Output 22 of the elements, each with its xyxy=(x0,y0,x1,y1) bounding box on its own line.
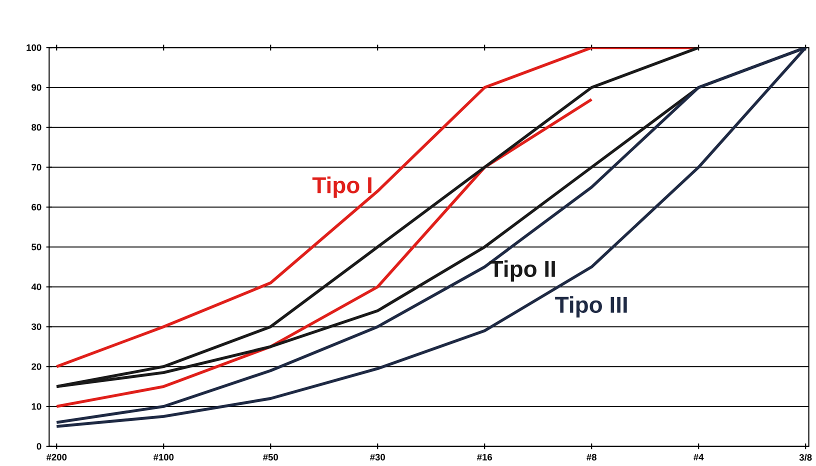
x-tick-label: #8 xyxy=(586,454,596,460)
x-tick-label: #4 xyxy=(694,454,704,460)
y-tick-label: 90 xyxy=(32,84,42,91)
y-tick-label: 70 xyxy=(32,164,42,171)
annotation: Tipo III xyxy=(555,296,627,318)
y-tick-label: 50 xyxy=(32,244,42,250)
x-tick-label: #200 xyxy=(46,454,67,460)
x-tick-label: #100 xyxy=(153,454,174,460)
x-tick-label: 3/8 xyxy=(799,454,812,461)
y-tick-label: 60 xyxy=(32,204,42,210)
annotation: Tipo II xyxy=(490,260,555,282)
x-tick-label: #30 xyxy=(370,454,385,460)
x-tick-label: #16 xyxy=(477,454,492,460)
y-tick-label: 40 xyxy=(31,284,42,290)
y-tick-label: 80 xyxy=(32,124,42,131)
y-tick-label: 20 xyxy=(32,363,42,370)
y-tick-label: 0 xyxy=(36,443,42,450)
y-tick-label: 100 xyxy=(26,44,42,51)
y-tick-label: 30 xyxy=(31,323,42,330)
x-tick-label: #50 xyxy=(263,454,278,460)
y-tick-label: 10 xyxy=(32,403,42,410)
annotation: Tipo I xyxy=(312,176,372,198)
